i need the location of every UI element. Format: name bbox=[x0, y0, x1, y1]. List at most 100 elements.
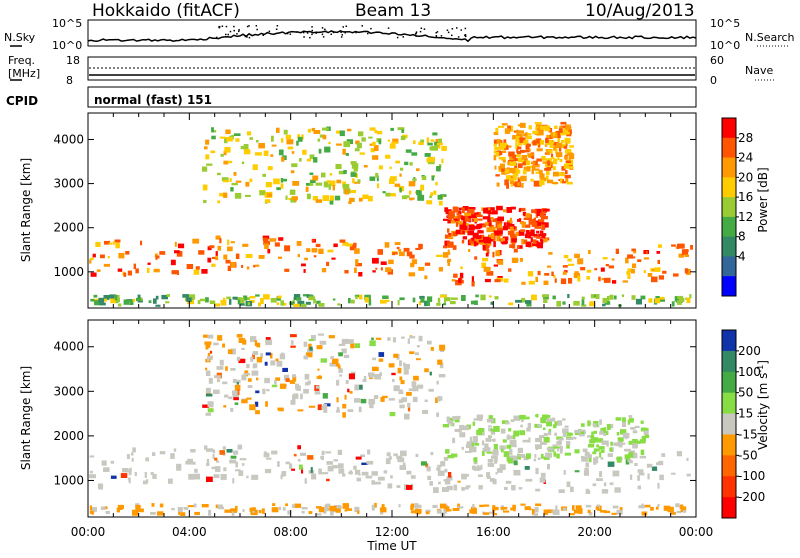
echo-cell bbox=[216, 460, 220, 463]
echo-cell bbox=[512, 435, 516, 439]
nave-tick-top: 60 bbox=[710, 54, 724, 67]
echo-cell bbox=[246, 397, 252, 400]
echo-cell bbox=[336, 397, 339, 403]
echo-cell bbox=[478, 417, 483, 422]
echo-cell bbox=[416, 358, 421, 361]
echo-cell bbox=[438, 374, 446, 378]
echo-cell bbox=[280, 178, 284, 183]
echo-cell bbox=[264, 192, 269, 198]
echo-cell bbox=[629, 418, 634, 423]
echo-cell bbox=[261, 508, 265, 514]
echo-cell bbox=[529, 214, 532, 220]
echo-cell bbox=[212, 130, 217, 133]
echo-cell bbox=[447, 236, 454, 240]
echo-cell bbox=[394, 242, 401, 245]
echo-cell bbox=[329, 173, 333, 176]
echo-cell bbox=[316, 513, 322, 516]
echo-cell bbox=[245, 181, 250, 187]
echo-cell bbox=[474, 256, 478, 260]
echo-cell bbox=[246, 363, 250, 369]
echo-cell bbox=[376, 175, 379, 182]
echo-cell bbox=[565, 160, 571, 163]
echo-cell bbox=[103, 263, 110, 267]
noise-dot bbox=[216, 36, 218, 39]
echo-cell bbox=[341, 348, 347, 351]
echo-cell bbox=[255, 264, 260, 267]
echo-cell bbox=[147, 262, 151, 265]
echo-cell bbox=[414, 503, 419, 509]
echo-cell bbox=[187, 458, 193, 465]
time-tick-label: 08:00 bbox=[273, 525, 308, 539]
echo-cell bbox=[395, 160, 400, 164]
echo-cell bbox=[193, 503, 197, 508]
echo-cell bbox=[227, 265, 232, 272]
echo-cell bbox=[483, 504, 490, 507]
echo-cell bbox=[537, 270, 541, 276]
echo-cell bbox=[246, 475, 249, 479]
echo-cell bbox=[322, 134, 327, 140]
echo-cell bbox=[417, 510, 421, 515]
echo-cell bbox=[451, 453, 458, 458]
echo-cell bbox=[205, 344, 209, 350]
echo-cell bbox=[174, 241, 177, 247]
echo-cell bbox=[89, 455, 95, 458]
echo-cell bbox=[640, 420, 644, 424]
echo-cell bbox=[572, 505, 575, 511]
echo-cell bbox=[415, 453, 419, 458]
time-axis-labels: 00:00 04:00 08:00 12:00 16:00 20:00 00:00 bbox=[71, 525, 714, 539]
echo-cell bbox=[393, 385, 400, 392]
noise-dot bbox=[345, 25, 347, 27]
echo-cell bbox=[622, 417, 626, 422]
echo-cell bbox=[461, 446, 464, 450]
echo-cell bbox=[355, 469, 361, 475]
echo-cell bbox=[528, 125, 532, 130]
y-tick-label: 4000 bbox=[53, 340, 84, 354]
echo-cell bbox=[523, 217, 531, 220]
echo-cell bbox=[678, 243, 685, 249]
echo-cell bbox=[611, 258, 615, 261]
echo-cell bbox=[353, 465, 357, 470]
echo-cell bbox=[471, 276, 474, 282]
echo-cell bbox=[471, 465, 477, 470]
echo-cell bbox=[473, 418, 480, 421]
echo-cell bbox=[627, 419, 631, 425]
echo-cell bbox=[186, 264, 194, 270]
echo-cell bbox=[464, 487, 469, 490]
echo-cell bbox=[467, 230, 474, 236]
noise-dot bbox=[435, 36, 438, 38]
echo-cell bbox=[270, 154, 274, 157]
echo-cell bbox=[260, 298, 264, 304]
echo-cell bbox=[612, 470, 620, 477]
echo-cell bbox=[322, 403, 328, 410]
echo-cell bbox=[279, 353, 286, 360]
echo-cell bbox=[401, 397, 408, 403]
echo-cell bbox=[661, 453, 666, 457]
colorbar-tick-label: -15 bbox=[738, 427, 758, 441]
noise-dot bbox=[446, 29, 449, 31]
echo-cell bbox=[228, 396, 233, 400]
noise-left-label: N.Sky bbox=[4, 31, 36, 44]
echo-cell bbox=[600, 427, 604, 432]
echo-cell bbox=[249, 296, 256, 299]
colorbar-swatch bbox=[722, 350, 736, 373]
echo-cell bbox=[372, 270, 376, 273]
echo-cell bbox=[227, 349, 233, 354]
echo-cell bbox=[487, 212, 494, 215]
echo-cell bbox=[424, 275, 428, 280]
echo-cell bbox=[599, 471, 603, 478]
echo-cell bbox=[437, 470, 445, 476]
echo-cell bbox=[526, 453, 531, 459]
echo-cell bbox=[536, 148, 543, 152]
echo-cell bbox=[630, 427, 636, 430]
echo-cell bbox=[381, 504, 385, 509]
echo-cell bbox=[478, 474, 483, 477]
echo-cell bbox=[409, 198, 413, 201]
time-axis-title: Time UT bbox=[366, 539, 417, 553]
echo-cell bbox=[577, 258, 584, 265]
echo-cell bbox=[376, 130, 383, 135]
echo-cell bbox=[305, 301, 311, 305]
echo-cell bbox=[462, 207, 465, 214]
echo-cell bbox=[379, 507, 385, 512]
echo-cell bbox=[392, 379, 395, 383]
echo-cell bbox=[317, 138, 321, 142]
